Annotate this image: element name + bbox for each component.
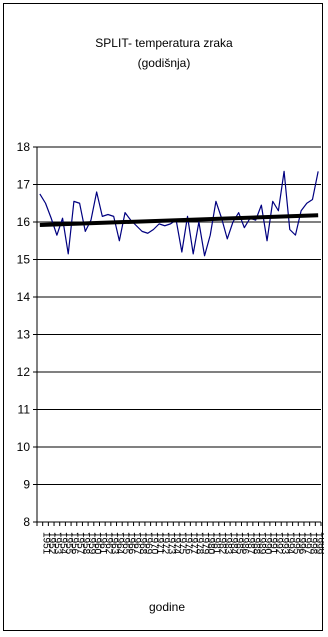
x-tick-label-1957: 1957 bbox=[74, 532, 85, 555]
x-tick-label-1958: 1958 bbox=[80, 532, 91, 555]
x-tick-label-1975: 1975 bbox=[177, 532, 188, 555]
x-tick-label-1961: 1961 bbox=[97, 532, 108, 555]
x-tick-label-1952: 1952 bbox=[46, 532, 57, 555]
x-tick-label-1965: 1965 bbox=[120, 532, 131, 555]
x-tick-label-1954: 1954 bbox=[57, 532, 68, 555]
y-tick-label-9: 9 bbox=[23, 478, 30, 492]
x-tick-label-1970: 1970 bbox=[148, 532, 159, 555]
x-tick-label-1978: 1978 bbox=[194, 532, 205, 555]
x-axis-label: godine bbox=[149, 600, 185, 614]
chart-title-line1: SPLIT- temperatura zraka bbox=[95, 36, 233, 50]
x-tick-label-1967: 1967 bbox=[131, 532, 142, 555]
x-tick-labels: 1951195219531954195519561957195819591960… bbox=[40, 532, 324, 555]
y-tick-label-10: 10 bbox=[17, 440, 31, 454]
x-tick-label-1983: 1983 bbox=[222, 532, 233, 555]
x-tick-label-1964: 1964 bbox=[114, 532, 125, 555]
x-tick-label-1974: 1974 bbox=[171, 532, 182, 555]
x-tick-label-1973: 1973 bbox=[165, 532, 176, 555]
chart-svg: SPLIT- temperatura zraka (godišnja) 8 9 10… bbox=[17, 36, 324, 614]
x-tick-label-1963: 1963 bbox=[109, 532, 120, 555]
y-tick-label-16: 16 bbox=[17, 215, 31, 229]
x-tick-label-1993: 1993 bbox=[279, 532, 290, 555]
y-tick-label-13: 13 bbox=[17, 328, 31, 342]
x-tick-label-1988: 1988 bbox=[251, 532, 262, 555]
x-tick-label-2000: 2000 bbox=[319, 532, 324, 555]
x-tick-label-1987: 1987 bbox=[245, 532, 256, 555]
series-layer bbox=[39, 170, 319, 257]
x-tick-label-1991: 1991 bbox=[268, 532, 279, 555]
x-tick-label-1980: 1980 bbox=[205, 532, 216, 555]
x-tick-label-1966: 1966 bbox=[126, 532, 137, 555]
x-tick-label-1959: 1959 bbox=[86, 532, 97, 555]
x-tick-label-1972: 1972 bbox=[160, 532, 171, 555]
x-tick-label-1992: 1992 bbox=[273, 532, 284, 555]
y-tick-label-15: 15 bbox=[17, 253, 31, 267]
x-tick-label-1976: 1976 bbox=[182, 532, 193, 555]
x-tick-label-1999: 1999 bbox=[313, 532, 324, 555]
x-tick-label-1994: 1994 bbox=[285, 532, 296, 555]
x-tick-label-1951: 1951 bbox=[40, 532, 51, 555]
x-tick-label-1971: 1971 bbox=[154, 532, 165, 555]
x-tick-label-1982: 1982 bbox=[216, 532, 227, 555]
x-tick-label-1953: 1953 bbox=[52, 532, 63, 555]
x-tick-label-1996: 1996 bbox=[296, 532, 307, 555]
x-tick-label-1984: 1984 bbox=[228, 532, 239, 555]
x-tick-label-1989: 1989 bbox=[256, 532, 267, 555]
x-tick-label-1955: 1955 bbox=[63, 532, 74, 555]
x-tick-label-1995: 1995 bbox=[290, 532, 301, 555]
x-tick-label-1986: 1986 bbox=[239, 532, 250, 555]
chart-frame: SPLIT- temperatura zraka (godišnja) 8 9 10… bbox=[3, 3, 324, 631]
y-tick-label-14: 14 bbox=[17, 290, 31, 304]
series-line-0 bbox=[39, 170, 319, 257]
y-tick-label-18: 18 bbox=[17, 140, 31, 154]
x-tick-label-1962: 1962 bbox=[103, 532, 114, 555]
x-tick-label-1960: 1960 bbox=[91, 532, 102, 555]
y-tick-labels: 8 9 10 11 12 13 14 15 16 17 18 bbox=[17, 140, 31, 529]
y-tick-label-17: 17 bbox=[17, 178, 31, 192]
x-tick-label-1998: 1998 bbox=[307, 532, 318, 555]
x-tick-label-1985: 1985 bbox=[233, 532, 244, 555]
axes bbox=[33, 146, 322, 526]
x-tick-label-1977: 1977 bbox=[188, 532, 199, 555]
trend-line bbox=[39, 213, 319, 227]
x-tick-label-1968: 1968 bbox=[137, 532, 148, 555]
chart-title-line2: (godišnja) bbox=[138, 56, 191, 70]
x-tick-label-1956: 1956 bbox=[69, 532, 80, 555]
x-tick-label-1990: 1990 bbox=[262, 532, 273, 555]
x-tick-label-1979: 1979 bbox=[199, 532, 210, 555]
y-tick-label-12: 12 bbox=[17, 365, 31, 379]
x-tick-label-1997: 1997 bbox=[302, 532, 313, 555]
trend-layer bbox=[39, 213, 319, 227]
y-tick-label-8: 8 bbox=[23, 515, 30, 529]
x-tick-label-1969: 1969 bbox=[143, 532, 154, 555]
y-tick-label-11: 11 bbox=[18, 403, 31, 417]
x-tick-label-1981: 1981 bbox=[211, 532, 222, 555]
